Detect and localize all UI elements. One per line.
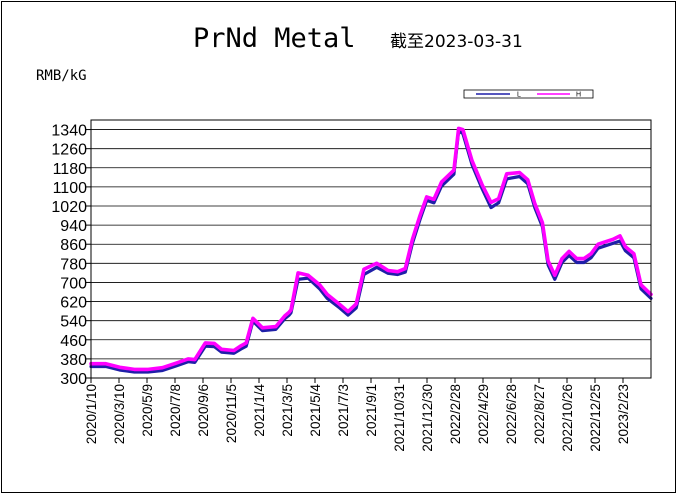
x-tick-label: 2021/3/5	[280, 384, 295, 437]
y-tick-label: 700	[60, 275, 87, 292]
x-tick-label: 2021/5/4	[308, 384, 323, 437]
x-tick-label: 2020/3/10	[112, 384, 127, 444]
y-tick-label: 1180	[53, 161, 88, 178]
x-tick-label: 2022/10/26	[560, 384, 575, 452]
series-lines	[89, 126, 653, 374]
chart-title: PrNd Metal	[193, 23, 356, 54]
x-tick-label: 2022/4/29	[476, 384, 491, 444]
x-tick-label: 2020/11/5	[224, 384, 239, 443]
x-tick-label: 2020/7/8	[168, 384, 183, 437]
legend-label-L: L	[517, 92, 521, 99]
chart-subtitle: 截至2023-03-31	[390, 32, 523, 52]
y-tick-label: 1100	[53, 180, 88, 197]
y-tick-label: 1340	[51, 123, 87, 140]
x-tick-label: 2021/9/1	[364, 384, 379, 437]
x-tick-label: 2021/10/31	[392, 384, 407, 452]
y-tick-label: 1020	[51, 199, 87, 216]
series-line-H	[89, 126, 653, 372]
y-tick-label: 380	[60, 352, 87, 369]
x-tick-label: 2020/1/10	[84, 384, 99, 444]
x-tick-label: 2023/2/23	[616, 384, 631, 444]
y-tick-label: 460	[60, 333, 87, 350]
x-tick-label: 2021/12/30	[420, 384, 435, 452]
y-tick-label: 780	[60, 256, 87, 273]
y-tick-labels: 300 380 460 540 620 700 780 860 940 1020 1100 1180 1…	[51, 123, 91, 388]
y-tick-label: 300	[60, 371, 87, 388]
y-tick-label: 940	[60, 218, 87, 235]
x-tick-label: 2020/5/9	[140, 384, 155, 437]
x-tick-label: 2021/1/4	[252, 384, 267, 437]
legend-label-H: H	[576, 92, 581, 99]
legend: L H	[463, 89, 594, 99]
series-line-L	[89, 129, 653, 374]
gridlines	[91, 129, 651, 360]
y-tick-label: 1260	[51, 142, 87, 159]
y-axis-label: RMB/kG	[36, 68, 87, 84]
x-tick-label: 2022/8/27	[532, 384, 547, 444]
y-tick-label: 860	[60, 237, 87, 254]
x-tick-label: 2022/6/28	[504, 384, 519, 444]
x-tick-label: 2022/12/25	[588, 384, 603, 452]
x-tick-label: 2022/2/28	[448, 384, 463, 444]
x-tick-labels: 2020/1/10 2020/3/10 2020/5/9 2020/7/8 2020/9…	[84, 378, 631, 452]
legend-box	[463, 89, 594, 99]
y-tick-label: 620	[60, 295, 87, 312]
x-tick-label: 2021/7/3	[336, 384, 351, 437]
x-tick-label: 2020/9/6	[196, 384, 211, 437]
y-tick-label: 540	[60, 314, 87, 331]
plot-area	[90, 119, 652, 379]
